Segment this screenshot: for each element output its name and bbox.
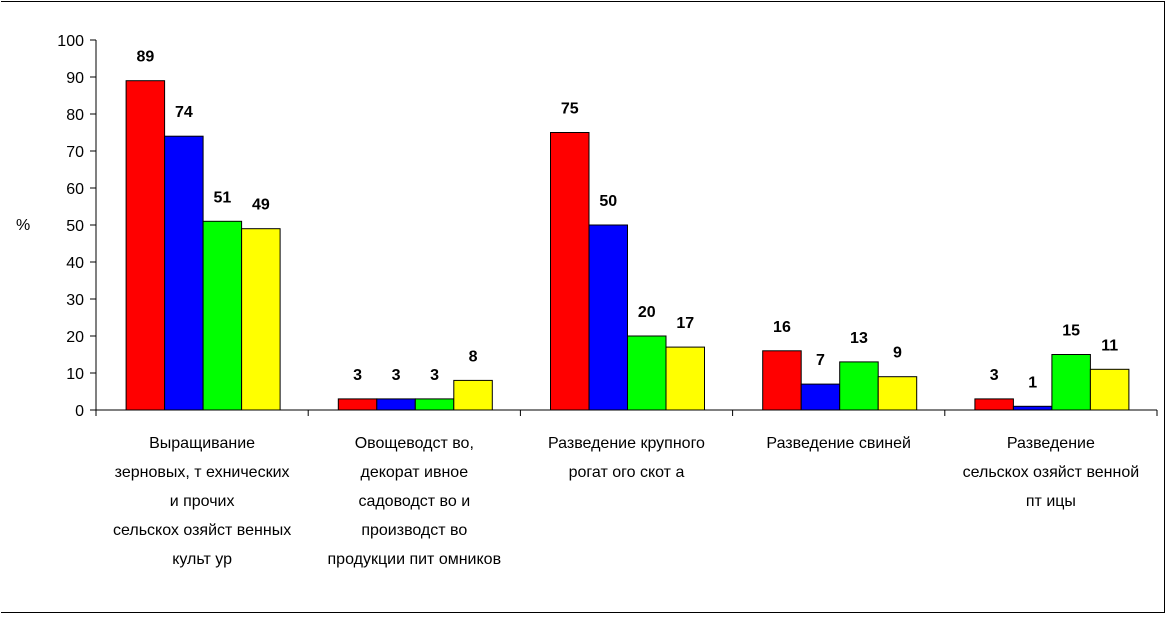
data-label: 3 <box>392 367 401 384</box>
category-label: Разведение свиней <box>766 435 911 452</box>
category-label-line: Разведение крупного <box>548 435 705 452</box>
category-label: Разведение крупного рогат ого скот а <box>548 435 705 481</box>
bar <box>1089 368 1130 411</box>
category-label-line: сельскох озяйст венной <box>963 464 1140 481</box>
bar <box>1051 354 1091 411</box>
data-label: 9 <box>893 345 902 362</box>
bar <box>1012 405 1053 411</box>
category-label-line: садоводст во и <box>358 493 470 510</box>
category-label-line: Разведение свиней <box>766 435 911 452</box>
data-label: 3 <box>353 367 362 384</box>
y-tick-label: 10 <box>66 366 84 383</box>
bar <box>800 383 841 411</box>
category-label-line: продукции пит омников <box>328 551 502 568</box>
category-label-line: и прочих <box>170 493 235 510</box>
data-label: 3 <box>990 367 999 384</box>
data-label: 7 <box>816 352 825 369</box>
data-label: 8 <box>469 348 478 365</box>
y-tick-label: 20 <box>66 329 84 346</box>
category-label-line: декорат ивное <box>360 464 468 481</box>
bar <box>762 350 802 411</box>
data-label: 20 <box>638 304 656 321</box>
data-label: 11 <box>1101 337 1118 354</box>
y-tick-label: 40 <box>66 255 84 272</box>
data-label: 17 <box>676 315 694 332</box>
bar <box>414 398 455 411</box>
y-tick-label: 60 <box>66 181 84 198</box>
data-label: 51 <box>213 189 231 206</box>
category-label-line: Выращивание <box>149 435 255 452</box>
bar <box>125 80 166 411</box>
bar <box>627 335 667 411</box>
bar <box>337 398 378 411</box>
bar <box>588 224 628 411</box>
bar <box>376 398 416 411</box>
bar <box>877 376 918 411</box>
data-label: 49 <box>252 197 270 214</box>
category-label-line: сельскох озяйст венных <box>113 522 291 539</box>
data-label: 15 <box>1062 323 1080 340</box>
category-label-line: Разведение <box>1007 435 1095 452</box>
data-label: 50 <box>599 193 617 210</box>
bar <box>453 379 493 411</box>
data-label: 1 <box>1028 374 1037 391</box>
bar <box>241 228 281 411</box>
data-label: 89 <box>136 49 154 66</box>
category-label-line: пт ицы <box>1026 493 1076 510</box>
bar <box>974 398 1014 411</box>
bar <box>550 132 590 411</box>
data-label: 74 <box>175 104 193 121</box>
data-label: 16 <box>773 319 791 336</box>
bar <box>839 361 879 411</box>
category-label: Овощеводст во, декорат ивное садоводст во … <box>328 435 502 568</box>
bar <box>665 346 705 411</box>
category-label-line: рогат ого скот а <box>569 464 685 481</box>
y-tick-label: 80 <box>66 107 84 124</box>
category-label: Разведение сельскох озяйст венной пт ицы <box>963 435 1140 510</box>
y-tick-label: 0 <box>75 403 84 420</box>
y-tick-label: 30 <box>66 292 84 309</box>
category-label-line: культ ур <box>172 551 232 568</box>
category-label-line: зерновых, т ехнических <box>115 464 290 481</box>
data-labels: 89 3 75 16 3 74 3 50 7 1 51 3 20 13 15 49 8 17 9 11 <box>136 49 1118 392</box>
bar <box>202 220 243 411</box>
data-label: 3 <box>430 367 439 384</box>
data-label: 13 <box>850 330 868 347</box>
y-tick-label: 100 <box>57 33 84 50</box>
y-tick-label: 90 <box>66 70 84 87</box>
axes: 0 10 20 30 40 50 60 70 80 90 100 Выращивание зерновы… <box>57 33 1158 568</box>
y-tick-label: 50 <box>66 218 84 235</box>
data-label: 75 <box>561 101 579 118</box>
category-label-line: Овощеводст во, <box>355 435 474 452</box>
y-tick-label: 70 <box>66 144 84 161</box>
bars <box>125 80 1130 411</box>
bar <box>164 135 204 411</box>
category-label: Выращивание зерновых, т ехнических и прочи… <box>113 435 291 568</box>
y-axis-label: % <box>16 217 30 234</box>
category-label-line: производст во <box>361 522 467 539</box>
